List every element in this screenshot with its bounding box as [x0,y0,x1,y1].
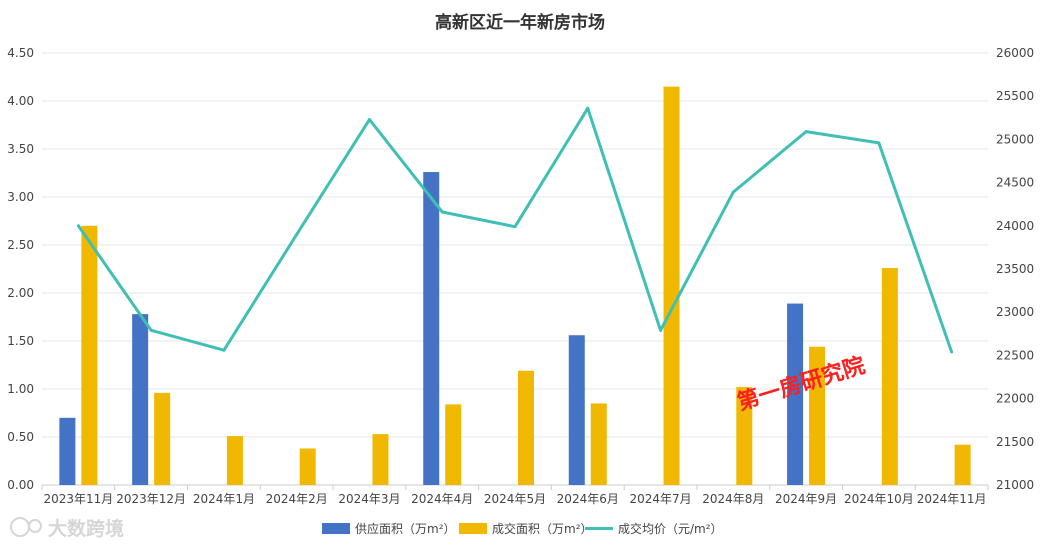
y-axis-left: 0.00 0.50 1.00 1.50 2.00 2.50 3.00 3.50 4.00 4.50 [7,46,34,492]
bar [372,434,389,485]
x-tick-label: 2024年5月 [484,492,546,506]
bars [59,86,971,486]
bar [787,303,804,485]
y-right-tick-label: 24000 [996,219,1034,233]
logo-text: 大数跨境 [48,517,124,540]
logo-icon [10,517,42,537]
bar [590,403,607,485]
line-point [804,130,808,134]
bar [154,392,171,485]
bar [423,172,440,486]
bar [445,404,462,485]
price-line [76,106,954,354]
y-right-tick-label: 23000 [996,305,1034,319]
x-tick-label: 2024年10月 [844,492,914,506]
bar [226,436,243,485]
x-tick-label: 2023年12月 [116,492,186,506]
legend: 供应面积（万m²） 成交面积（万m²） 成交均价（元/m²） [322,521,723,536]
line-point [295,232,299,236]
bar [81,225,98,486]
x-tick-label: 2024年6月 [557,492,619,506]
bar [299,448,316,485]
legend-swatch [459,523,487,534]
line-point [586,106,590,110]
x-tick-label: 2024年4月 [411,492,473,506]
x-tick-label: 2024年1月 [193,492,255,506]
y-left-tick-label: 2.50 [7,238,34,252]
bar [663,86,680,485]
x-tick-label: 2024年8月 [702,492,764,506]
bar [59,417,76,485]
y-left-tick-label: 1.50 [7,334,34,348]
y-right-tick-label: 22000 [996,392,1034,406]
y-right-tick-label: 25500 [996,89,1034,103]
bar [881,268,898,485]
x-tick-label: 2024年3月 [338,492,400,506]
y-right-tick-label: 23500 [996,262,1034,276]
y-left-tick-label: 0.00 [7,478,34,492]
y-right-tick-label: 25000 [996,132,1034,146]
y-right-tick-label: 22500 [996,348,1034,362]
x-axis: 2023年11月 2023年12月 2024年1月 2024年2月 2024年3月 202… [41,485,989,506]
line-point [76,224,80,228]
y-axis-right: 21000 21500 22000 22500 23000 23500 24000 24500… [996,46,1034,492]
legend-item: 成交均价（元/m²） [585,521,723,536]
bar [736,387,753,485]
y-right-tick-label: 21500 [996,435,1034,449]
line-point [877,141,881,145]
y-left-tick-label: 4.00 [7,94,34,108]
legend-label: 成交均价（元/m²） [618,521,723,536]
chart-title: 高新区近一年新房市场 [435,12,605,33]
y-left-tick-label: 1.00 [7,382,34,396]
y-left-tick-label: 2.00 [7,286,34,300]
y-left-tick-label: 0.50 [7,430,34,444]
line-point [222,348,226,352]
line-point [440,210,444,214]
legend-item: 供应面积（万m²） [322,521,456,536]
bar [132,314,149,485]
line-point [367,118,371,122]
line-point [731,190,735,194]
bar [568,335,585,485]
y-right-tick-label: 26000 [996,46,1034,60]
x-tick-label: 2024年9月 [775,492,837,506]
x-tick-label: 2024年2月 [266,492,328,506]
line-point [950,350,954,354]
y-left-tick-label: 4.50 [7,46,34,60]
bar [809,346,826,485]
legend-item: 成交面积（万m²） [459,521,593,536]
x-tick-label: 2024年7月 [629,492,691,506]
y-right-tick-label: 21000 [996,478,1034,492]
x-tick-label: 2024年11月 [917,492,987,506]
line-point [659,328,663,332]
bar [954,444,971,485]
logo: 大数跨境 [10,517,124,540]
legend-label: 成交面积（万m²） [492,521,593,536]
line-point [149,328,153,332]
legend-swatch [322,523,350,534]
bar [518,370,534,485]
y-right-tick-label: 24500 [996,176,1034,190]
y-left-tick-label: 3.50 [7,142,34,156]
y-left-tick-label: 3.00 [7,190,34,204]
line-point [513,225,517,229]
grid-lines [42,52,988,486]
x-tick-label: 2023年11月 [43,492,113,506]
series-line [77,106,954,353]
legend-label: 供应面积（万m²） [355,521,456,536]
